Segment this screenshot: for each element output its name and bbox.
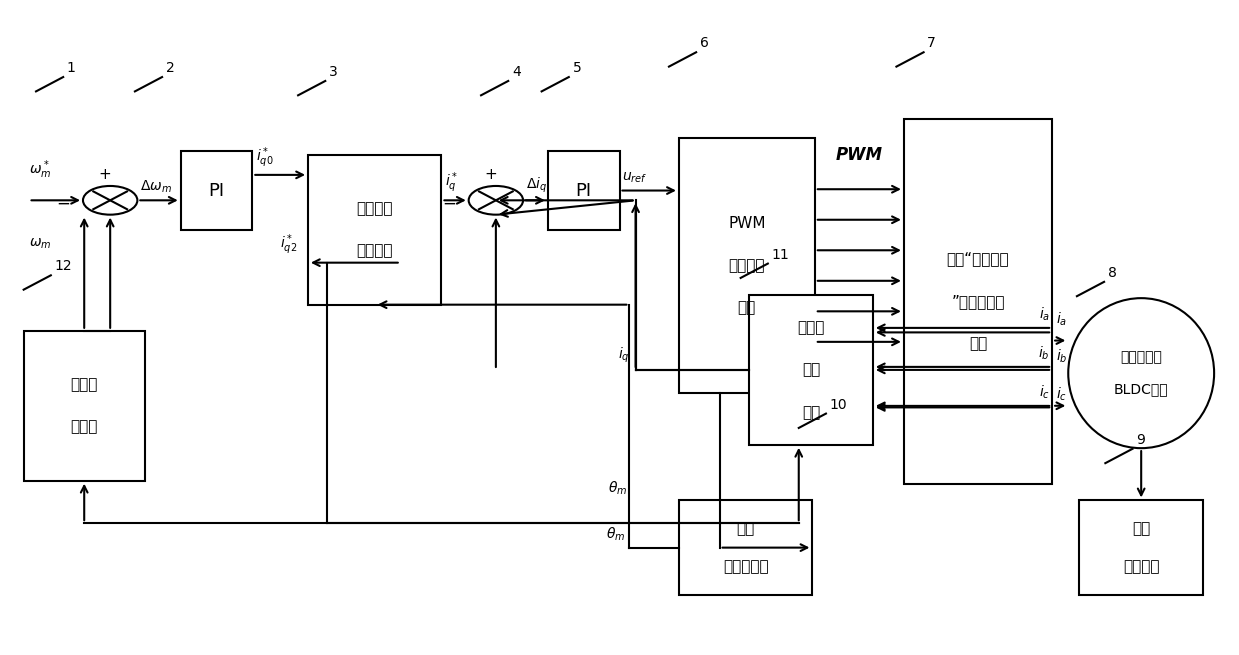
Bar bbox=[679, 138, 815, 393]
Text: $i_{q0}^*$: $i_{q0}^*$ bbox=[256, 145, 274, 170]
Text: $i_c$: $i_c$ bbox=[1056, 385, 1067, 403]
Text: 5: 5 bbox=[572, 61, 581, 75]
Text: 高过载系数: 高过载系数 bbox=[1120, 350, 1162, 364]
Text: PI: PI bbox=[576, 181, 592, 200]
Text: ”的储能装置: ”的储能装置 bbox=[952, 294, 1005, 309]
Bar bbox=[679, 500, 813, 595]
Text: 9: 9 bbox=[1136, 433, 1145, 447]
Text: BLDC模块: BLDC模块 bbox=[1114, 383, 1168, 396]
Text: +: + bbox=[484, 167, 497, 182]
Text: 10: 10 bbox=[830, 398, 847, 411]
Text: $\theta_m$: $\theta_m$ bbox=[607, 479, 627, 497]
Text: 粉碎: 粉碎 bbox=[1132, 521, 1150, 536]
Text: 模块: 模块 bbox=[737, 301, 756, 316]
Text: 速度计: 速度计 bbox=[71, 377, 98, 392]
Text: 6: 6 bbox=[700, 36, 709, 50]
Text: 算模块: 算模块 bbox=[71, 419, 98, 434]
Text: 1: 1 bbox=[67, 61, 76, 75]
Text: PI: PI bbox=[208, 181, 224, 200]
Text: 11: 11 bbox=[772, 248, 789, 261]
Bar bbox=[181, 151, 253, 230]
Bar bbox=[1079, 500, 1203, 595]
Bar bbox=[903, 119, 1052, 484]
Text: $i_{q2}^*$: $i_{q2}^*$ bbox=[280, 233, 297, 257]
Text: 4: 4 bbox=[512, 65, 520, 79]
Text: $i_q$: $i_q$ bbox=[618, 345, 629, 365]
Text: $i_b$: $i_b$ bbox=[1038, 345, 1049, 362]
Text: $i_c$: $i_c$ bbox=[1038, 384, 1049, 402]
Text: $\omega_m$: $\omega_m$ bbox=[28, 236, 51, 251]
Text: 8: 8 bbox=[1108, 266, 1116, 280]
Text: 计算: 计算 bbox=[802, 362, 820, 377]
Text: −: − bbox=[57, 195, 71, 213]
Text: $i_b$: $i_b$ bbox=[1056, 348, 1068, 365]
Circle shape bbox=[468, 186, 523, 215]
Text: 2: 2 bbox=[166, 61, 175, 75]
Text: $\Delta i_q$: $\Delta i_q$ bbox=[525, 176, 546, 195]
Text: 7: 7 bbox=[927, 36, 937, 50]
Text: 换向控制: 换向控制 bbox=[729, 258, 764, 273]
Text: $\theta_m$: $\theta_m$ bbox=[606, 526, 626, 543]
Text: 传感器模块: 传感器模块 bbox=[722, 559, 768, 574]
Text: $u_{ref}$: $u_{ref}$ bbox=[622, 171, 648, 185]
Text: 模块: 模块 bbox=[802, 405, 820, 420]
Text: $i_a$: $i_a$ bbox=[1038, 306, 1049, 324]
Text: 系统模块: 系统模块 bbox=[1123, 559, 1160, 574]
Text: PWM: PWM bbox=[836, 145, 883, 164]
Text: $\omega_m^*$: $\omega_m^*$ bbox=[28, 158, 51, 181]
Circle shape bbox=[83, 186, 138, 215]
Text: +: + bbox=[99, 167, 112, 182]
Text: 模块: 模块 bbox=[969, 336, 987, 351]
Text: $i_q^*$: $i_q^*$ bbox=[445, 170, 458, 195]
Text: 基于“电子飞轮: 基于“电子飞轮 bbox=[947, 252, 1010, 267]
Text: $\Delta\omega_m$: $\Delta\omega_m$ bbox=[140, 179, 172, 195]
Text: 霍尔: 霍尔 bbox=[736, 521, 755, 536]
Ellipse shape bbox=[1068, 298, 1214, 448]
Text: −: − bbox=[442, 195, 456, 213]
Bar bbox=[548, 151, 620, 230]
Text: 分时切换: 分时切换 bbox=[357, 201, 393, 216]
Bar bbox=[750, 295, 873, 445]
Bar bbox=[309, 155, 441, 305]
Text: 相电流: 相电流 bbox=[798, 320, 825, 335]
Text: $i_a$: $i_a$ bbox=[1056, 310, 1067, 328]
Text: 控制模块: 控制模块 bbox=[357, 244, 393, 258]
Bar bbox=[24, 331, 145, 481]
Text: PWM: PWM bbox=[729, 215, 766, 231]
Text: 12: 12 bbox=[55, 259, 72, 273]
Text: 3: 3 bbox=[330, 65, 338, 79]
